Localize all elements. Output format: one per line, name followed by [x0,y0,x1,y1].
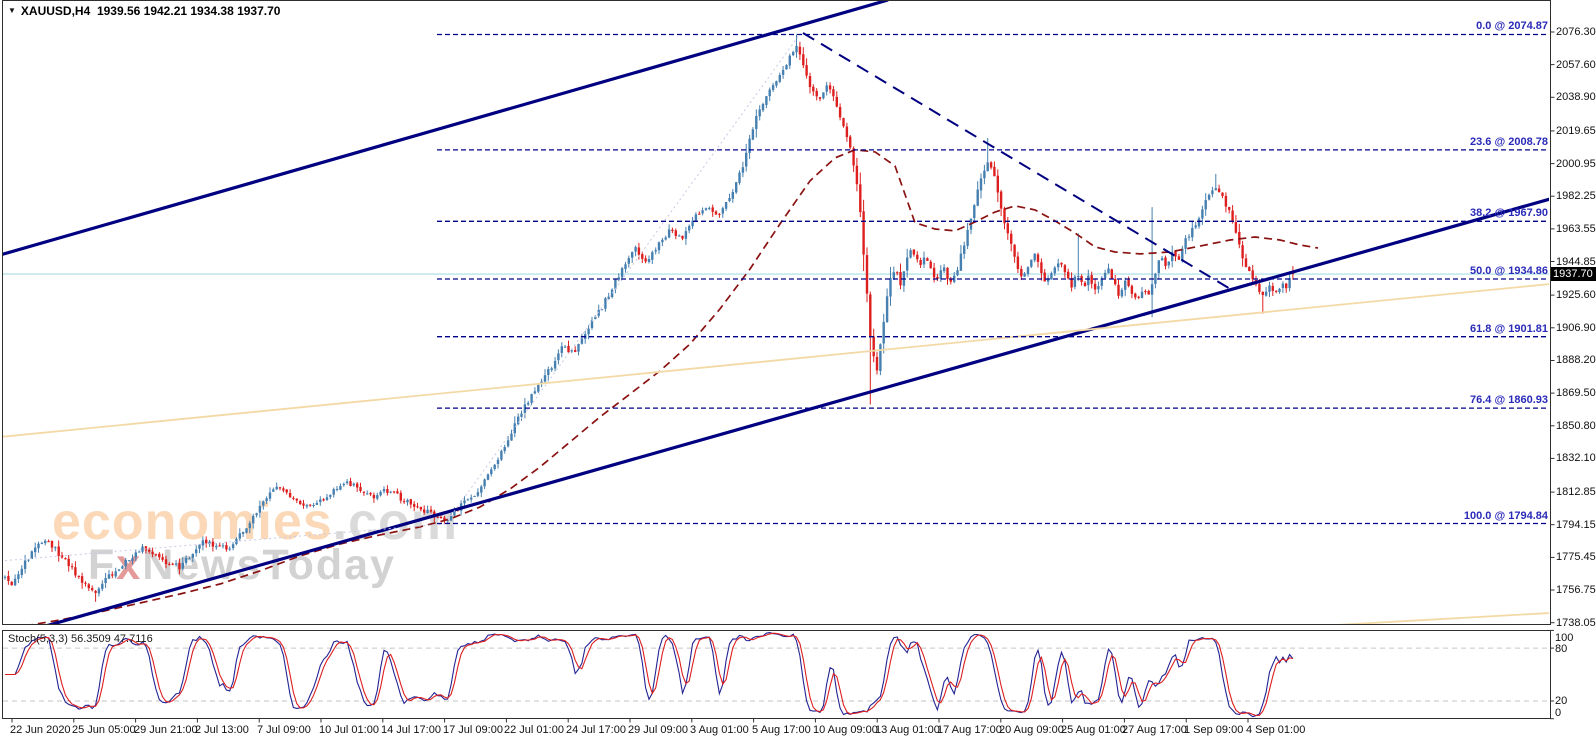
time-axis-label: 14 Jul 17:00 [381,724,441,736]
price-axis-label: 2076.30 [1556,26,1596,38]
price-axis-label: 1888.20 [1556,354,1596,366]
time-axis-label: 20 Aug 09:00 [999,724,1064,736]
stochastic-k-value: 56.3509 [70,633,111,645]
fib-level-label[interactable]: 50.0 @ 1934.86 [1469,265,1548,277]
price-axis-label: 1738.05 [1556,617,1596,629]
price-axis-label: 1812.85 [1556,486,1596,498]
chart-ohlc-values: 1939.56 1942.21 1934.38 1937.70 [96,4,281,18]
watermark-tagline-x: x [116,541,143,589]
fib-level-label[interactable]: 38.2 @ 1967.90 [1469,207,1548,219]
price-axis-label: 1925.60 [1556,289,1596,301]
fib-level-label[interactable]: 0.0 @ 2074.87 [1476,20,1548,32]
time-axis-label: 10 Jul 01:00 [319,724,379,736]
fib-level-label[interactable]: 23.6 @ 2008.78 [1469,136,1548,148]
time-axis-label: 25 Aug 01:00 [1061,724,1126,736]
time-axis-label: 17 Jul 09:00 [443,724,503,736]
price-axis-label: 1832.10 [1556,452,1596,464]
watermark-tagline-part2: NewsToday [142,541,396,589]
chart-title-arrow-icon[interactable]: ▼ [8,6,16,15]
stochastic-scale-label: 20 [1555,695,1568,707]
chart-title: ▼ XAUUSD,H4 1939.56 1942.21 1934.38 1937.… [8,4,280,18]
price-axis-label: 2000.95 [1556,158,1596,170]
stochastic-scale-label: 100 [1555,632,1574,644]
time-axis-label: 22 Jun 2020 [10,724,71,736]
price-axis-label: 2057.60 [1556,59,1596,71]
price-axis-label: 1756.75 [1556,584,1596,596]
price-axis-label: 1850.80 [1556,420,1596,432]
watermark-tagline-part: F [88,541,117,589]
stochastic-panel[interactable] [2,630,1551,719]
time-axis-label: 7 Jul 09:00 [257,724,311,736]
time-axis-label: 27 Aug 17:00 [1122,724,1187,736]
watermark-tagline: FxNewsToday [88,544,396,587]
fib-level-label[interactable]: 61.8 @ 1901.81 [1469,323,1548,335]
fib-level-label[interactable]: 100.0 @ 1794.84 [1463,510,1548,522]
time-axis-label: 1 Sep 09:00 [1184,724,1244,736]
price-axis-label: 1906.90 [1556,322,1596,334]
price-axis-label: 1963.55 [1556,223,1596,235]
current-price-badge: 1937.70 [1551,267,1596,281]
time-axis-label: 25 Jun 05:00 [72,724,136,736]
price-axis-label: 1794.15 [1556,519,1596,531]
time-axis-label: 17 Aug 17:00 [937,724,1002,736]
chart-symbol-timeframe: XAUUSD,H4 [20,4,91,18]
time-axis-label: 22 Jul 01:00 [504,724,564,736]
stochastic-d-value: 47.7116 [113,633,153,645]
time-axis-label: 29 Jul 09:00 [628,724,688,736]
time-axis-label: 4 Sep 01:00 [1246,724,1306,736]
price-axis-label: 1982.25 [1556,190,1596,202]
time-axis-label: 13 Aug 01:00 [875,724,940,736]
time-axis-label: 10 Aug 09:00 [813,724,878,736]
time-axis-label: 29 Jun 21:00 [134,724,198,736]
time-axis-label: 5 Aug 17:00 [752,724,811,736]
price-axis-label: 1944.85 [1556,256,1596,268]
price-axis-label: 2038.90 [1556,91,1596,103]
price-axis-label: 1869.50 [1556,387,1596,399]
stochastic-name: Stoch(5,3,3) [8,633,68,645]
price-axis-label: 2019.65 [1556,125,1596,137]
fib-level-label[interactable]: 76.4 @ 1860.93 [1469,394,1548,406]
time-axis-label: 3 Aug 01:00 [690,724,749,736]
price-axis-label: 1775.45 [1556,551,1596,563]
time-axis-label: 2 Jul 13:00 [195,724,249,736]
stochastic-scale-label: 80 [1555,643,1568,655]
time-axis-label: 24 Jul 17:00 [566,724,626,736]
stochastic-label: Stoch(5,3,3) 56.3509 47.7116 [8,633,153,645]
stochastic-scale-label: 0 [1555,707,1562,719]
